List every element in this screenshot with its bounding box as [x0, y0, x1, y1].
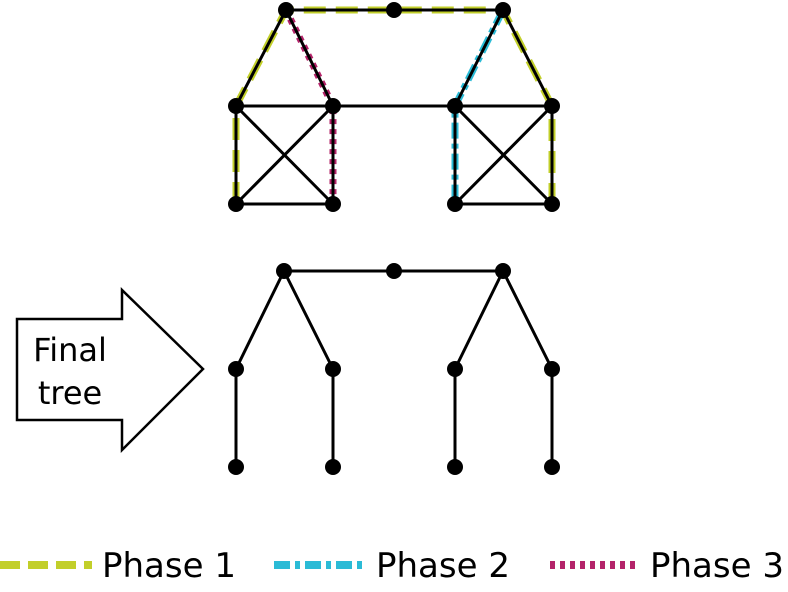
tree-node — [544, 361, 560, 377]
tree-node — [228, 459, 244, 475]
tree-edges — [234, 269, 554, 469]
legend-label: Phase 2 — [376, 546, 510, 586]
arrow-label-line-1: Final — [33, 331, 107, 369]
tree-node — [228, 361, 244, 377]
graph-node — [325, 196, 341, 212]
graph-node — [544, 196, 560, 212]
graph-node — [228, 98, 244, 114]
legend-item-phase-3: Phase 3 — [550, 546, 784, 586]
legend-label: Phase 1 — [102, 546, 236, 586]
graph-node — [447, 98, 463, 114]
legend-label: Phase 3 — [650, 546, 784, 586]
graph-edges — [234, 8, 554, 206]
graph-node — [278, 2, 294, 18]
graph-node — [228, 196, 244, 212]
graph-node — [544, 98, 560, 114]
final-tree — [228, 263, 560, 475]
tree-node — [447, 459, 463, 475]
graph-node — [325, 98, 341, 114]
arrow-right-icon — [15, 287, 205, 454]
tree-node — [325, 361, 341, 377]
graph-node — [447, 196, 463, 212]
legend-item-phase-2: Phase 2 — [274, 546, 510, 586]
tree-node — [447, 361, 463, 377]
graph-nodes — [228, 2, 560, 212]
legend: Phase 1 Phase 2 Phase 3 — [0, 546, 784, 586]
tree-node — [495, 263, 511, 279]
original-graph — [228, 2, 560, 212]
final-tree-arrow: Final tree — [15, 287, 205, 454]
graph-node — [386, 2, 402, 18]
arrow-label-line-2: tree — [38, 374, 102, 412]
tree-nodes — [228, 263, 560, 475]
tree-node — [544, 459, 560, 475]
tree-node — [325, 459, 341, 475]
tree-node — [276, 263, 292, 279]
legend-item-phase-1: Phase 1 — [0, 546, 236, 586]
tree-node — [386, 263, 402, 279]
graph-node — [495, 2, 511, 18]
